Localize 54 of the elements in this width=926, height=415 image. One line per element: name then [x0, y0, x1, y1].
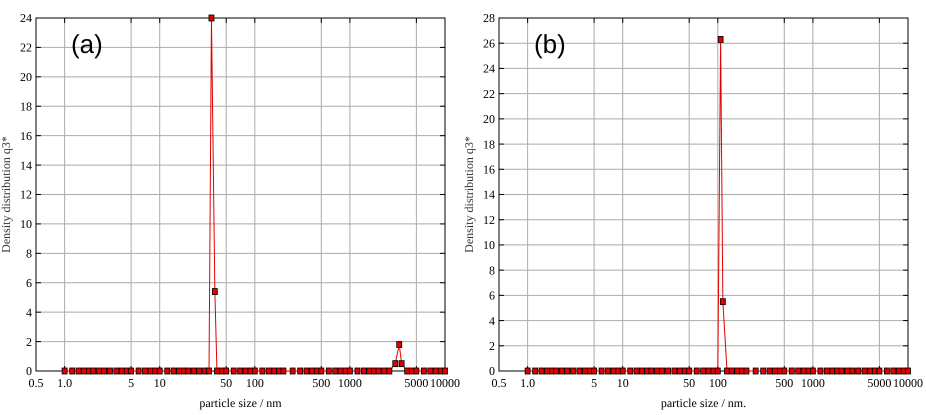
y-tick-label: 20: [483, 112, 495, 126]
y-axis-title: Density distribution q3*: [0, 136, 13, 253]
x-tick-label: 0.5: [28, 376, 44, 390]
y-tick-label: 12: [20, 188, 32, 202]
y-tick-label: 0: [26, 364, 32, 378]
x-tick-label: 5: [591, 376, 598, 390]
x-tick-label: 10000: [893, 376, 923, 390]
annotation: (b): [534, 29, 566, 59]
y-tick-label: 28: [483, 11, 495, 26]
y-tick-label: 10: [20, 217, 32, 232]
x-tick-label: 5000: [867, 376, 892, 390]
x-tick-label: 10000: [430, 376, 460, 390]
x-tick-label: 1000: [800, 376, 825, 390]
y-tick-label: 8: [26, 246, 32, 261]
x-axis-title: particle size / nm: [199, 396, 282, 410]
x-tick-label: 5000: [404, 376, 428, 390]
y-tick-label: 26: [483, 36, 495, 50]
x-tick-label: 100: [246, 376, 264, 390]
x-tick-label: 50: [683, 376, 696, 390]
y-tick-label: 2: [489, 338, 495, 353]
x-tick-label: 1.0: [57, 376, 72, 390]
y-tick-label: 22: [483, 86, 495, 101]
x-axis-title: particle size / nm.: [660, 396, 746, 410]
y-tick-label: 6: [489, 288, 495, 303]
y-tick-label: 6: [26, 276, 32, 290]
y-tick-label: 12: [483, 212, 495, 227]
y-tick-label: 22: [20, 40, 32, 55]
y-tick-label: 14: [483, 188, 495, 202]
y-tick-label: 20: [20, 70, 32, 84]
x-tick-label: 500: [775, 376, 794, 390]
x-tick-label: 50: [220, 376, 232, 390]
y-tick-label: 16: [483, 162, 495, 176]
y-tick-label: 10: [483, 238, 495, 252]
y-tick-label: 18: [20, 99, 32, 114]
x-tick-label: 10: [154, 376, 166, 390]
annotation: (a): [71, 29, 103, 59]
y-tick-label: 16: [20, 128, 32, 143]
x-tick-label: 500: [312, 376, 330, 390]
y-axis-title: Density distribution q3*: [462, 136, 476, 253]
x-tick-label: 10: [616, 376, 629, 390]
y-tick-label: 24: [483, 62, 495, 76]
y-tick-label: 4: [26, 305, 32, 320]
x-tick-label: 5: [128, 376, 134, 390]
x-tick-label: 0.5: [492, 376, 506, 390]
y-tick-label: 8: [489, 263, 495, 278]
y-tick-label: 0: [489, 364, 495, 378]
y-tick-label: 14: [20, 158, 32, 172]
x-tick-label: 1.0: [520, 376, 536, 390]
y-tick-label: 24: [20, 11, 32, 26]
y-tick-label: 18: [483, 137, 495, 152]
y-tick-label: 4: [489, 314, 495, 328]
x-tick-label: 100: [708, 376, 727, 390]
x-tick-label: 1000: [338, 376, 362, 390]
y-tick-label: 2: [26, 334, 32, 349]
